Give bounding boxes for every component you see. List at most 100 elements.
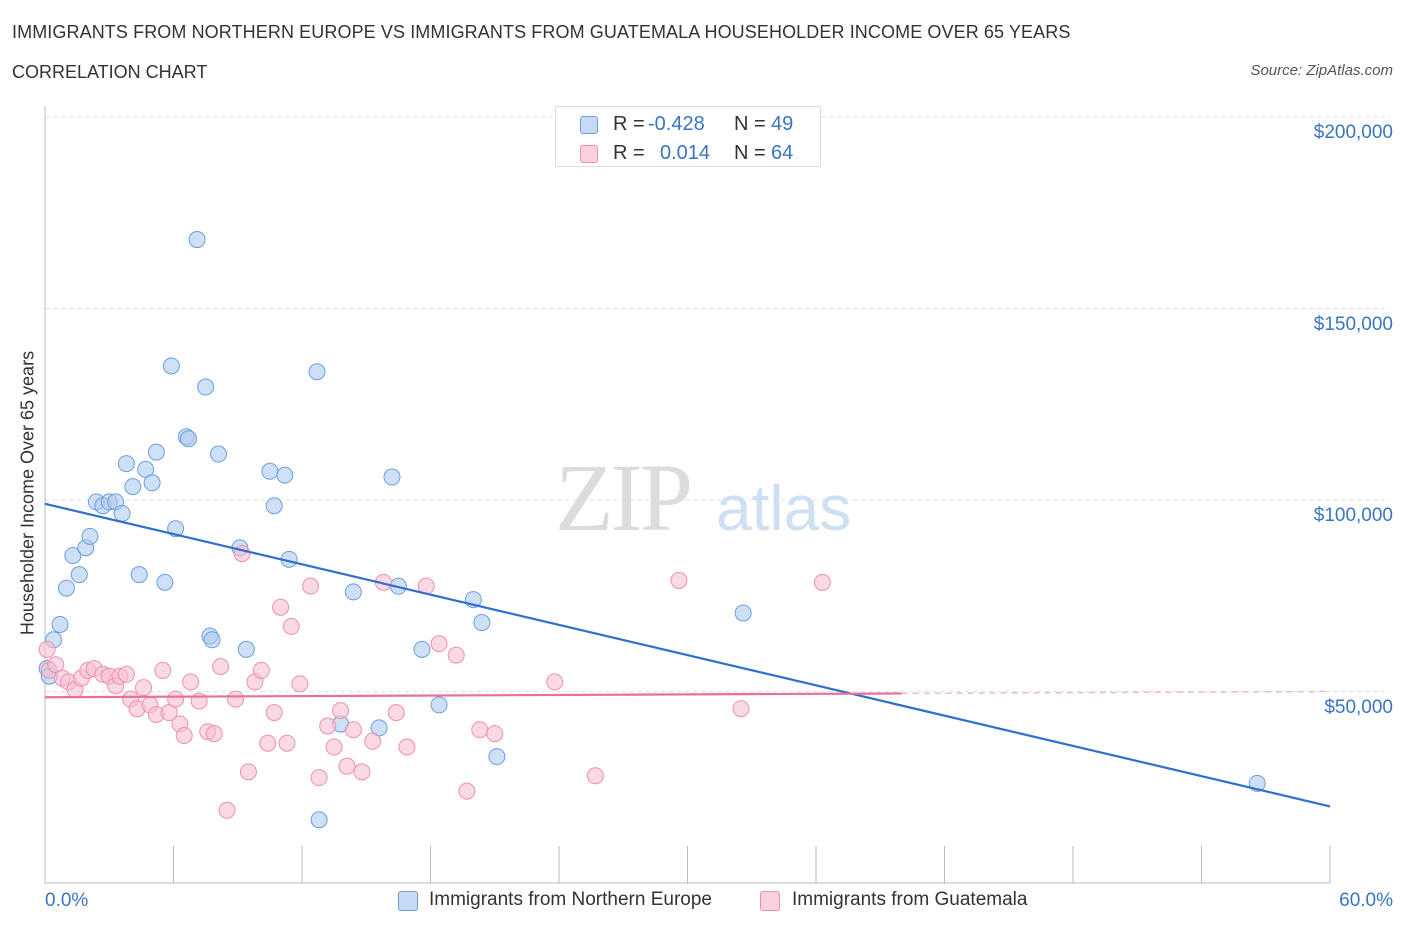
northern-europe-point <box>51 615 69 633</box>
northern-europe-point <box>130 566 148 584</box>
chart-subtitle: CORRELATION CHART <box>12 62 208 82</box>
guatemala-point <box>117 665 135 683</box>
guatemala-point <box>38 640 56 658</box>
data-points <box>38 231 1266 829</box>
guatemala-point <box>471 721 489 739</box>
northern-europe-point <box>413 640 431 658</box>
legend-row-guatemala: R = 0.014 N = 64 <box>556 139 820 167</box>
northern-europe-point <box>197 378 215 396</box>
y-tick-label-200k: $200,000 <box>1313 122 1393 143</box>
guatemala-point <box>319 717 337 735</box>
bottom-legend-swatch-pink <box>760 891 780 911</box>
guatemala-point <box>212 658 230 676</box>
legend-r-value: 0.014 <box>660 142 711 164</box>
legend-n-value: 49 <box>771 113 794 135</box>
guatemala-point <box>546 673 564 691</box>
gridlines <box>45 116 1390 692</box>
guatemala-point <box>252 661 270 679</box>
guatemala-point <box>586 767 604 785</box>
x-tick-label-min: 0.0% <box>45 890 89 911</box>
legend-n-label: N = <box>734 113 766 135</box>
guatemala-point <box>272 598 290 616</box>
watermark-atlas: atlas <box>716 472 851 544</box>
trend-lines <box>44 502 1331 808</box>
guatemala-point <box>325 738 343 756</box>
guatemala-point <box>175 727 193 745</box>
y-axis-label: Householder Income Over 65 years <box>17 350 38 636</box>
northern-europe-point <box>308 363 326 381</box>
correlation-legend: R = -0.428 N = 49 R = 0.014 N = 64 <box>555 106 821 167</box>
guatemala-point <box>218 801 236 819</box>
legend-r-label: R = <box>613 113 645 135</box>
legend-swatch-blue <box>580 116 598 134</box>
guatemala-point <box>338 757 356 775</box>
guatemala-point <box>167 690 185 708</box>
guatemala-point <box>259 734 277 752</box>
guatemala-point <box>398 738 416 756</box>
northern-europe-point <box>430 696 448 714</box>
x-tick-label-max: 60.0% <box>1339 890 1393 911</box>
guatemala-trend-extension <box>901 690 1331 695</box>
northern-europe-point <box>70 566 88 584</box>
guatemala-point <box>353 763 371 781</box>
y-tick-label-150k: $150,000 <box>1313 314 1393 335</box>
guatemala-point <box>154 661 172 679</box>
guatemala-point <box>364 732 382 750</box>
northern-europe-point <box>203 631 221 649</box>
guatemala-point <box>282 617 300 635</box>
northern-europe-point <box>261 462 279 480</box>
guatemala-point <box>239 763 257 781</box>
y-tick-label-50k: $50,000 <box>1324 697 1393 718</box>
guatemala-point <box>486 725 504 743</box>
northern-europe-point <box>156 573 174 591</box>
guatemala-point <box>291 675 309 693</box>
guatemala-point <box>732 700 750 718</box>
guatemala-point <box>430 635 448 653</box>
bottom-legend-label: Immigrants from Northern Europe <box>429 889 712 910</box>
legend-r-label: R = <box>613 142 645 164</box>
northern-europe-point <box>81 527 99 545</box>
guatemala-point <box>182 673 200 691</box>
northern-europe-point <box>209 445 227 463</box>
northern-europe-point <box>117 455 135 473</box>
watermark-zip: ZIP <box>555 444 690 551</box>
guatemala-point <box>332 702 350 720</box>
legend-n-value: 64 <box>771 142 794 164</box>
guatemala-point <box>670 571 688 589</box>
guatemala-point <box>447 646 465 664</box>
northern-europe-point <box>162 357 180 375</box>
guatemala-point <box>310 769 328 787</box>
guatemala-point <box>344 721 362 739</box>
northern-europe-point <box>265 497 283 515</box>
northern-europe-point <box>734 604 752 622</box>
guatemala-point <box>302 577 320 595</box>
legend-r-value: -0.428 <box>648 113 705 135</box>
axes <box>44 106 1331 884</box>
northern-europe-point <box>113 504 131 522</box>
chart-title: IMMIGRANTS FROM NORTHERN EUROPE VS IMMIG… <box>12 22 1071 42</box>
northern-europe-point <box>383 468 401 486</box>
northern-europe-point <box>64 547 82 565</box>
guatemala-point <box>205 725 223 743</box>
legend-n-label: N = <box>734 142 766 164</box>
guatemala-point <box>813 573 831 591</box>
guatemala-point <box>387 704 405 722</box>
northern-europe-trend-line <box>44 502 1331 808</box>
northern-europe-point <box>147 443 165 461</box>
guatemala-point <box>458 782 476 800</box>
guatemala-point <box>135 679 153 697</box>
bottom-legend-swatch-blue <box>398 891 418 911</box>
northern-europe-point <box>124 478 142 496</box>
northern-europe-point <box>143 474 161 492</box>
legend-row-northern-europe: R = -0.428 N = 49 <box>556 110 820 138</box>
northern-europe-point <box>179 430 197 448</box>
northern-europe-point <box>276 466 294 484</box>
y-tick-label-100k: $100,000 <box>1313 505 1393 526</box>
northern-europe-point <box>237 640 255 658</box>
northern-europe-point <box>188 231 206 249</box>
northern-europe-point <box>488 748 506 766</box>
guatemala-point <box>278 734 296 752</box>
guatemala-trend-line <box>44 692 902 699</box>
guatemala-point <box>227 690 245 708</box>
